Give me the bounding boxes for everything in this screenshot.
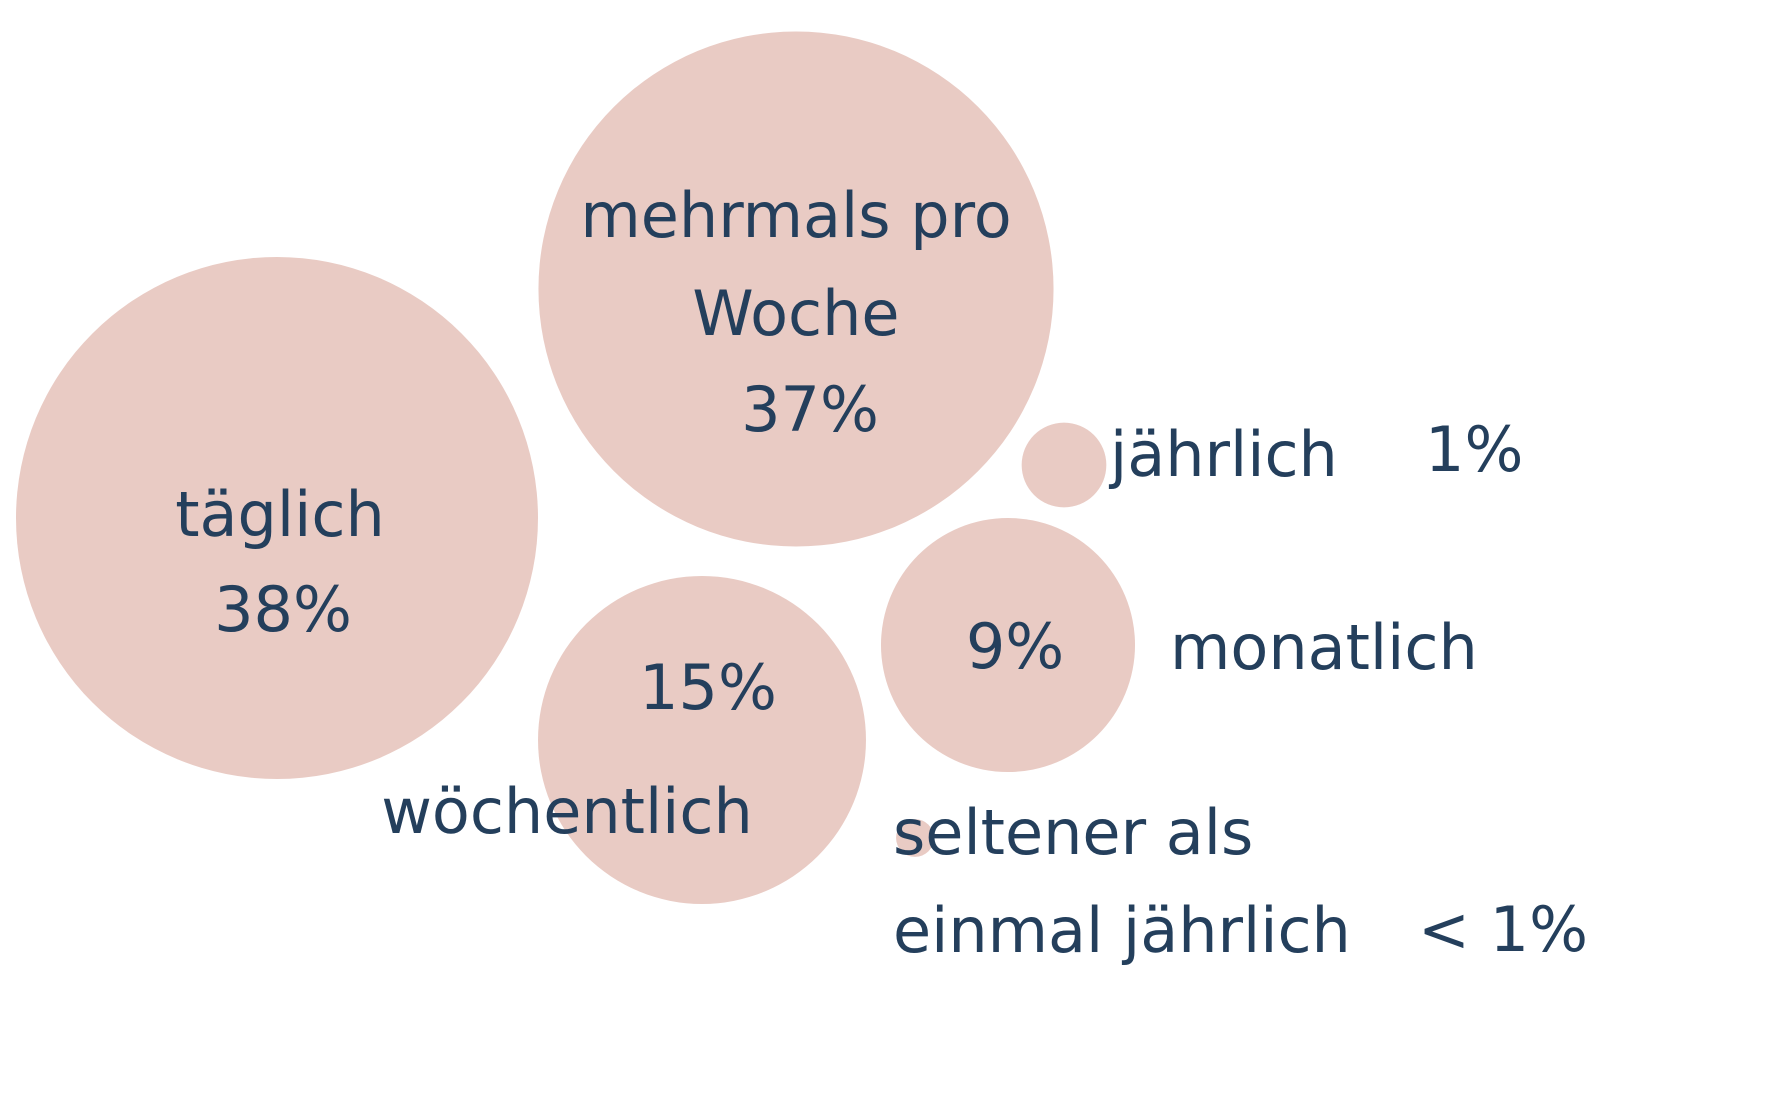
value-label: 38% — [214, 573, 352, 646]
value-label: 15% — [639, 651, 777, 724]
category-label: täglich — [175, 478, 385, 551]
bubble — [538, 576, 866, 904]
category-label: mehrmals pro Woche — [580, 179, 1012, 350]
bubble — [880, 517, 1136, 773]
bubble — [538, 31, 1054, 547]
value-label: < 1% — [1418, 893, 1589, 966]
bubble — [16, 257, 538, 779]
value-label: 37% — [741, 373, 879, 446]
category-label: wöchentlich — [381, 775, 753, 848]
bubble — [896, 819, 934, 857]
value-label: 9% — [965, 610, 1065, 683]
category-label: monatlich — [1170, 611, 1478, 684]
bubble — [1021, 422, 1107, 508]
category-label: jährlich — [1110, 418, 1338, 491]
value-label: 1% — [1425, 413, 1524, 486]
category-label: seltener als einmal jährlich — [893, 796, 1351, 967]
